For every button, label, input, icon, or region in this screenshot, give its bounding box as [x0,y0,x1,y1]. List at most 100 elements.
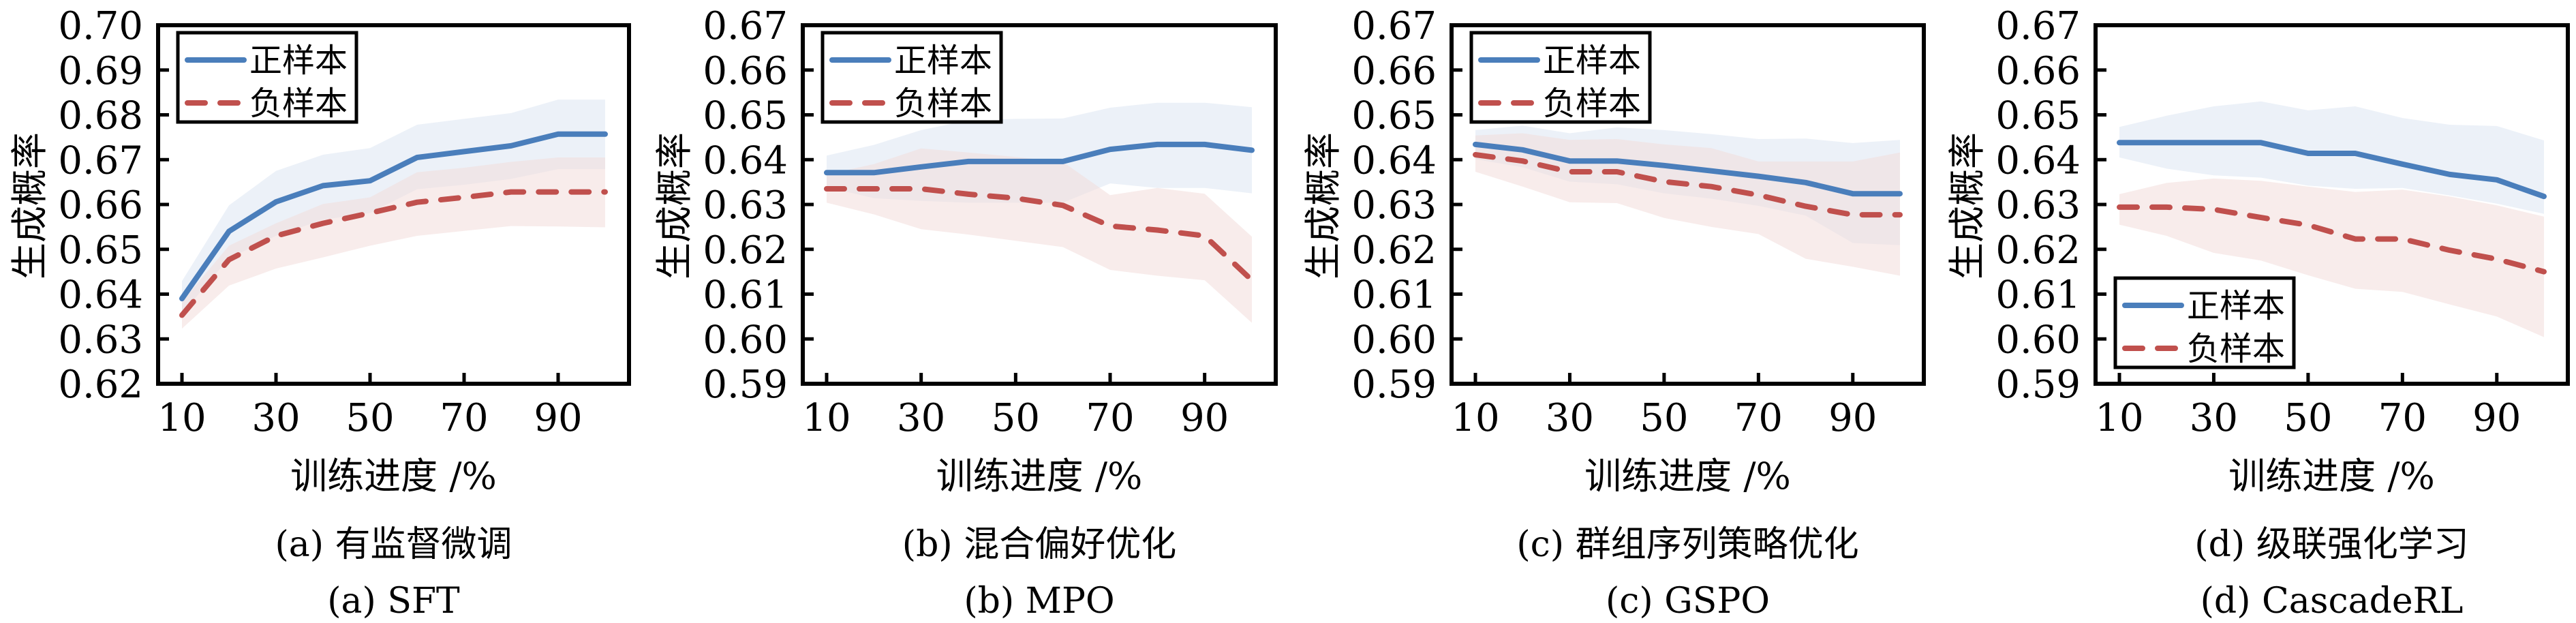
y-tick-label: 0.63 [1995,183,2081,228]
x-tick-label: 10 [157,396,206,440]
line-positive [1473,141,1903,197]
y-tick-label: 0.62 [1351,228,1437,273]
x-tick-label: 10 [2095,396,2143,440]
chart-panel-2: 0.590.600.610.620.630.640.650.660.67 10 30… [653,4,1278,622]
legend-label-negative: 负样本 [1543,85,1641,123]
y-tick-label: 0.61 [1351,273,1437,318]
y-tick-label: 0.66 [1351,49,1437,93]
y-tick-label: 0.60 [703,318,788,362]
line-positive [2117,140,2547,200]
chart-panel-3: 0.590.600.610.620.630.640.650.660.67 10 30… [1302,4,1926,622]
x-axis-title: 训练进度 /% [2228,455,2435,498]
y-tick-label: 0.64 [703,138,788,183]
y-tick-label: 0.64 [1995,138,2081,183]
line-negative [179,189,608,318]
x-tick-label: 10 [802,396,850,440]
y-tick-label: 0.64 [58,273,143,318]
y-tick-label: 0.67 [1351,4,1437,48]
caption-en: (d) CascadeRL [2201,581,2464,622]
legend-label-positive: 正样本 [1543,42,1641,80]
x-tick-label: 30 [1546,396,1594,440]
x-tick-label: 70 [1086,396,1134,440]
y-tick-label: 0.63 [703,183,788,228]
x-tick-label: 90 [1828,396,1877,440]
y-tick-label: 0.65 [1995,94,2081,138]
legend-label-negative: 负样本 [2187,330,2285,368]
x-tick-label: 50 [2284,396,2332,440]
y-tick-label: 0.62 [703,228,788,273]
y-tick-label: 0.62 [1995,228,2081,273]
y-tick-label: 0.63 [1351,183,1437,228]
x-tick-label: 30 [251,396,300,440]
x-tick-label: 50 [992,396,1040,440]
x-tick-label: 30 [897,396,945,440]
caption-cn: (c) 群组序列策略优化 [1516,524,1858,565]
y-tick-label: 0.59 [1995,363,2081,407]
legend-label-positive: 正样本 [2187,287,2285,325]
x-axis-title: 训练进度 /% [936,455,1143,498]
caption-en: (b) MPO [964,581,1114,622]
y-axis-title: 生成概率 [8,132,51,279]
y-axis-title: 生成概率 [1946,132,1989,279]
y-tick-label: 0.67 [703,4,788,48]
line-positive [824,141,1255,176]
band-positive [182,100,605,314]
x-tick-label: 90 [2472,396,2521,440]
y-tick-label: 0.66 [58,183,143,228]
y-tick-label: 0.69 [58,49,143,93]
y-tick-label: 0.63 [58,318,143,362]
y-tick-label: 0.62 [58,363,143,407]
y-tick-label: 0.65 [703,94,788,138]
band-positive [2119,101,2544,214]
legend-label-positive: 正样本 [249,42,348,80]
y-tick-label: 0.70 [58,4,143,48]
x-tick-label: 70 [440,396,488,440]
legend-box [1469,31,1652,124]
y-tick-label: 0.61 [703,273,788,318]
x-tick-label: 90 [534,396,582,440]
band-negative [1475,133,1900,276]
y-tick-label: 0.59 [1351,363,1437,407]
y-tick-label: 0.60 [1351,318,1437,362]
legend-label-negative: 负样本 [894,85,992,123]
chart-panel-1: 0.620.630.640.650.660.670.680.690.70 10 30… [8,4,631,622]
line-negative [824,186,1255,284]
legend-box [821,31,1003,124]
legend-label-positive: 正样本 [894,42,992,80]
x-axis-title: 训练进度 /% [1584,455,1791,498]
line-positive [179,131,608,302]
x-tick-label: 70 [2378,396,2427,440]
caption-cn: (b) 混合偏好优化 [902,524,1176,565]
caption-en: (a) SFT [327,581,460,622]
x-tick-label: 70 [1734,396,1783,440]
x-tick-label: 10 [1451,396,1499,440]
y-axis-title: 生成概率 [1302,132,1345,279]
y-tick-label: 0.60 [1995,318,2081,362]
y-tick-label: 0.67 [58,138,143,183]
x-axis-title: 训练进度 /% [290,455,497,498]
caption-en: (c) GSPO [1606,581,1770,622]
y-tick-label: 0.65 [58,228,143,273]
line-negative [2117,204,2547,275]
chart-panel-4: 0.590.600.610.620.630.640.650.660.67 10 30… [1946,4,2570,622]
y-tick-label: 0.64 [1351,138,1437,183]
x-tick-label: 50 [346,396,394,440]
x-tick-label: 30 [2190,396,2238,440]
band-negative [182,157,605,329]
legend-box [2113,276,2296,369]
y-tick-label: 0.68 [58,94,143,138]
y-tick-label: 0.61 [1995,273,2081,318]
y-tick-label: 0.67 [1995,4,2081,48]
x-tick-label: 90 [1180,396,1229,440]
x-tick-label: 50 [1640,396,1688,440]
y-axis-title: 生成概率 [653,132,696,279]
y-tick-label: 0.66 [703,49,788,93]
caption-cn: (d) 级联强化学习 [2194,524,2468,565]
band-negative [2119,178,2544,337]
line-negative [1473,152,1903,218]
